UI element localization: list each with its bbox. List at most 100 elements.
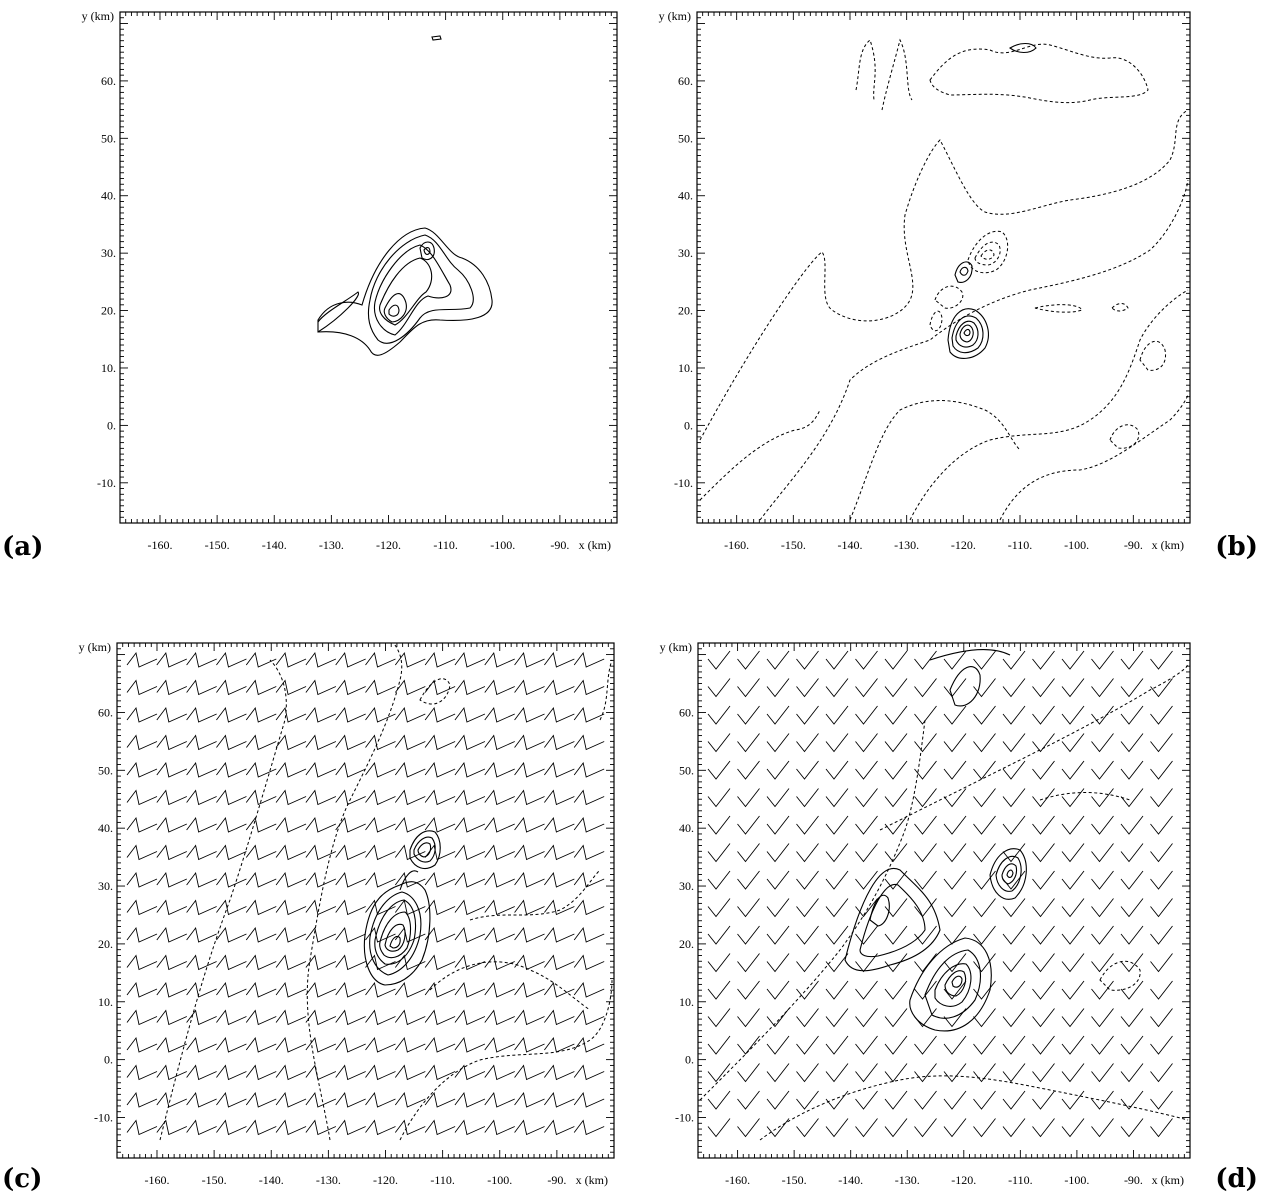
wind-barb xyxy=(275,954,307,971)
wind-barb xyxy=(216,1009,247,1026)
wind-barb xyxy=(544,734,575,751)
wind-barb xyxy=(216,1036,247,1053)
wind-barb xyxy=(1091,1118,1114,1138)
wind-barb xyxy=(707,1063,731,1083)
wind-barb xyxy=(484,651,515,668)
wind-barb xyxy=(335,734,366,751)
wind-barb xyxy=(216,954,247,971)
wind-barb xyxy=(245,954,277,971)
wind-barb xyxy=(1002,733,1026,753)
wind-barb xyxy=(514,1064,545,1081)
wind-barb xyxy=(335,899,366,916)
y-tick-label: 50. xyxy=(678,131,693,145)
wind-barb xyxy=(707,1008,731,1028)
wind-barb xyxy=(1150,1035,1173,1055)
wind-barb xyxy=(126,1091,158,1108)
wind-barb xyxy=(394,954,426,971)
wind-barb xyxy=(766,953,790,973)
wind-barb xyxy=(1120,898,1144,918)
x-axis-label: x (km) xyxy=(1152,538,1184,552)
wind-barb xyxy=(365,981,396,998)
wind-barb xyxy=(186,679,217,696)
wind-barb xyxy=(1091,760,1114,780)
y-tick-label: 60. xyxy=(101,74,116,88)
wind-barb xyxy=(126,926,158,943)
wind-barb xyxy=(484,761,515,778)
wind-barb xyxy=(424,871,456,888)
wind-barb xyxy=(156,981,187,998)
y-axis-label: y (km) xyxy=(660,640,692,654)
wind-barb xyxy=(1091,705,1114,725)
wind-barb xyxy=(796,1035,819,1055)
wind-barb xyxy=(394,899,426,916)
y-tick-label: -10. xyxy=(674,476,693,490)
panel-b-axis-ticks xyxy=(696,11,1191,524)
wind-barb xyxy=(1002,1063,1026,1083)
wind-barb xyxy=(796,788,819,808)
y-tick-label: 20. xyxy=(98,937,113,951)
wind-barb xyxy=(573,1064,605,1081)
y-tick-label: 0. xyxy=(107,418,116,432)
x-axis-label: x (km) xyxy=(1152,1173,1184,1187)
wind-barb xyxy=(914,843,937,863)
wind-barb xyxy=(884,843,908,863)
y-tick-label: 40. xyxy=(101,189,116,203)
wind-barb xyxy=(943,1035,967,1055)
x-tick-label: -130. xyxy=(319,538,344,552)
wind-barb xyxy=(514,954,545,971)
wind-barb xyxy=(914,870,937,890)
wind-barb xyxy=(825,815,849,835)
wind-barb xyxy=(1061,650,1085,670)
wind-barb xyxy=(484,1119,515,1136)
wind-barb xyxy=(156,679,187,696)
wind-barb xyxy=(484,926,515,943)
wind-barb xyxy=(1150,705,1173,725)
wind-barb xyxy=(484,981,515,998)
wind-barb xyxy=(126,816,158,833)
wind-barb xyxy=(156,1009,187,1026)
wind-barb xyxy=(1120,705,1144,725)
wind-barb xyxy=(855,1008,878,1028)
wind-barb xyxy=(365,1036,396,1053)
wind-barb xyxy=(766,870,790,890)
panel-a-label: (a) xyxy=(2,532,43,562)
text-layer: -160. -150. -140. -130. -120. -110. -100. -90. x… xyxy=(2,9,1258,1194)
x-tick-label: -110. xyxy=(1008,1173,1033,1187)
wind-barb xyxy=(156,1091,187,1108)
wind-barb xyxy=(394,1009,426,1026)
wind-barb xyxy=(454,871,486,888)
wind-barb xyxy=(766,843,790,863)
panel-c-wind-barbs xyxy=(126,651,605,1136)
wind-barb xyxy=(573,761,605,778)
wind-barb xyxy=(973,733,996,753)
wind-barb xyxy=(914,733,937,753)
wind-barb xyxy=(305,1119,337,1136)
wind-barb xyxy=(484,1036,515,1053)
wind-barb xyxy=(544,1036,575,1053)
wind-barb xyxy=(1091,898,1114,918)
wind-barb xyxy=(1061,678,1085,698)
wind-barb xyxy=(884,1090,908,1110)
x-tick-label: -110. xyxy=(433,538,458,552)
wind-barb xyxy=(514,1009,545,1026)
wind-barb xyxy=(275,981,307,998)
wind-barb xyxy=(737,1118,760,1138)
panel-d-contours xyxy=(699,649,1189,1141)
wind-barb xyxy=(275,1009,307,1026)
wind-barb xyxy=(855,1090,878,1110)
y-tick-label: 0. xyxy=(104,1053,113,1067)
y-tick-label: 10. xyxy=(98,995,113,1009)
wind-barb xyxy=(544,789,575,806)
wind-barb xyxy=(335,844,366,861)
wind-barb xyxy=(1061,953,1085,973)
wind-barb xyxy=(943,980,967,1000)
wind-barb xyxy=(424,706,456,723)
x-tick-label: -90. xyxy=(550,538,569,552)
wind-barb xyxy=(365,871,396,888)
wind-barb xyxy=(796,1118,819,1138)
wind-barb xyxy=(245,816,277,833)
wind-barb xyxy=(275,844,307,861)
wind-barb xyxy=(1120,733,1144,753)
wind-barb xyxy=(186,871,217,888)
wind-barb xyxy=(156,734,187,751)
